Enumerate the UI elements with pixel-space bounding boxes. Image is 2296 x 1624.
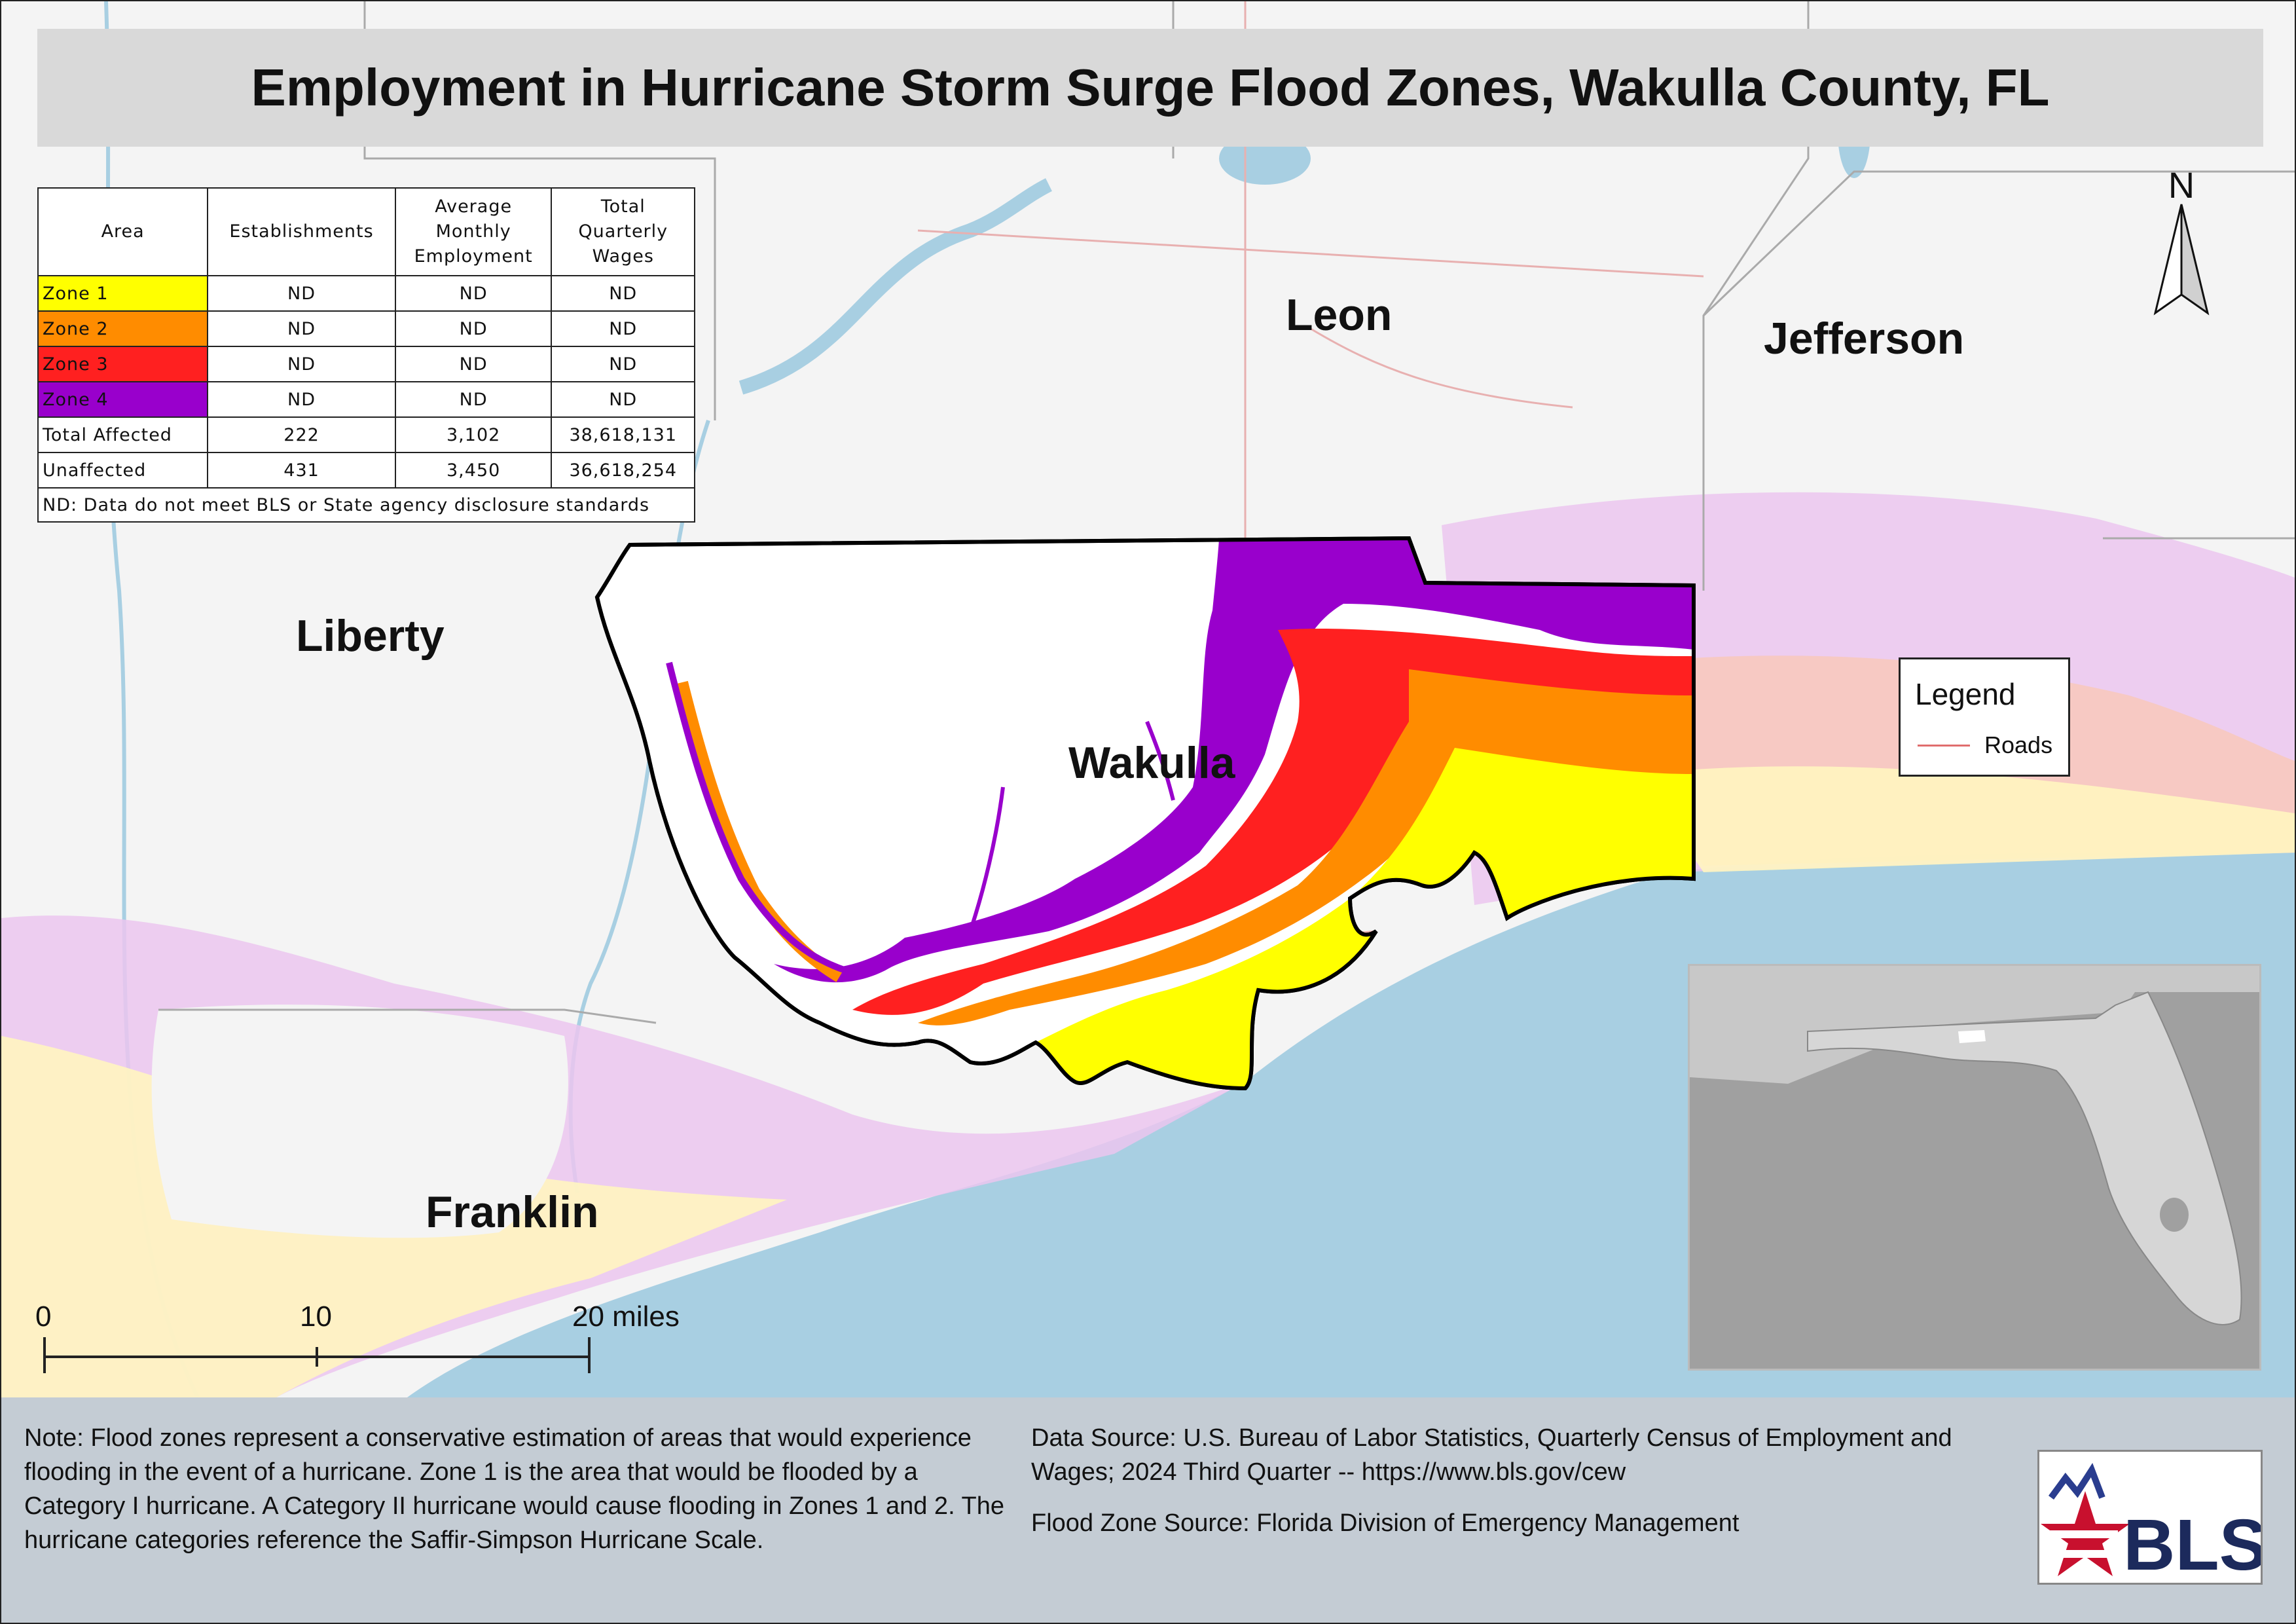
cell-wages-total-affected: 38,618,131 bbox=[551, 416, 695, 453]
cell-wages-zone2: ND bbox=[551, 310, 695, 347]
wakulla-rivers bbox=[968, 720, 1175, 932]
cell-wages-zone1: ND bbox=[551, 275, 695, 312]
header-wages-line1: Total bbox=[600, 196, 646, 217]
header-wages: Total Quarterly Wages bbox=[551, 187, 695, 276]
bls-logo: BLS bbox=[2037, 1450, 2267, 1585]
cell-establishments-total-affected: 222 bbox=[207, 416, 396, 453]
cell-employment-zone3: ND bbox=[394, 346, 553, 382]
cell-wages-zone3: ND bbox=[551, 346, 695, 382]
table-row-unaffected: Unaffected 431 3,450 36,618,254 bbox=[37, 452, 695, 489]
inset-map-canvas bbox=[1690, 966, 2259, 1369]
employment-table: Area Establishments Average Monthly Empl… bbox=[37, 187, 695, 523]
franklin-inland-white bbox=[151, 1005, 568, 1238]
flood-zone-source: Flood Zone Source: Florida Division of E… bbox=[1031, 1509, 1740, 1537]
legend-title: Legend bbox=[1915, 677, 2016, 711]
cell-establishments-zone2: ND bbox=[207, 310, 396, 347]
north-label: N bbox=[2168, 164, 2195, 206]
wakulla-west-coast-zone4 bbox=[666, 661, 847, 974]
cell-employment-zone4: ND bbox=[394, 381, 553, 418]
cell-employment-unaffected: 3,450 bbox=[394, 452, 553, 489]
cell-wages-unaffected: 36,618,254 bbox=[551, 452, 695, 489]
north-arrow-icon: N bbox=[2153, 164, 2210, 316]
legend-roads-swatch bbox=[1918, 745, 1970, 747]
cell-employment-total-affected: 3,102 bbox=[394, 416, 553, 453]
cell-area-zone2: Zone 2 bbox=[37, 310, 209, 347]
county-label-liberty: Liberty bbox=[296, 611, 445, 661]
table-note: ND: Data do not meet BLS or State agency… bbox=[37, 487, 695, 523]
cell-wages-zone4: ND bbox=[551, 381, 695, 418]
inset-neighbor-states bbox=[1690, 966, 2259, 1084]
table-row-zone4: Zone 4 ND ND ND bbox=[37, 381, 695, 418]
table-row-zone2: Zone 2 ND ND ND bbox=[37, 310, 695, 347]
cell-area-zone3: Zone 3 bbox=[37, 346, 209, 382]
map-title-bar: Employment in Hurricane Storm Surge Floo… bbox=[37, 29, 2263, 147]
cell-area-zone1: Zone 1 bbox=[37, 275, 209, 312]
header-employment-line1: Average bbox=[435, 196, 513, 217]
county-label-leon: Leon bbox=[1286, 290, 1393, 340]
county-label-wakulla: Wakulla bbox=[1068, 738, 1235, 788]
table-row-total-affected: Total Affected 222 3,102 38,618,131 bbox=[37, 416, 695, 453]
wakulla-zone1 bbox=[1036, 748, 1694, 1088]
table-note-row: ND: Data do not meet BLS or State agency… bbox=[37, 487, 695, 523]
map-legend: Legend Roads bbox=[1899, 657, 2070, 777]
inset-wakulla-highlight bbox=[1958, 1030, 1986, 1043]
lake-talquin bbox=[738, 178, 1053, 395]
data-source: Data Source: U.S. Bureau of Labor Statis… bbox=[1031, 1424, 1952, 1486]
inset-florida bbox=[1807, 991, 2242, 1325]
north-arrow: N bbox=[2142, 164, 2221, 321]
table-row-zone1: Zone 1 ND ND ND bbox=[37, 275, 695, 312]
scale-label-10: 10 bbox=[300, 1301, 332, 1333]
wakulla-zone4 bbox=[774, 540, 1694, 983]
header-wages-line3: Wages bbox=[592, 246, 654, 267]
county-label-franklin: Franklin bbox=[426, 1187, 599, 1237]
scale-label-20: 20 miles bbox=[572, 1301, 680, 1333]
map-title: Employment in Hurricane Storm Surge Floo… bbox=[251, 58, 2050, 117]
cell-establishments-unaffected: 431 bbox=[207, 452, 396, 489]
header-employment-line2: Monthly bbox=[435, 221, 511, 242]
county-label-jefferson: Jefferson bbox=[1764, 314, 1965, 363]
cell-employment-zone2: ND bbox=[394, 310, 553, 347]
bls-logo-icon: BLS bbox=[2041, 1463, 2267, 1585]
header-employment-line3: Employment bbox=[414, 246, 533, 267]
footer-panel: Note: Flood zones represent a conservati… bbox=[1, 1397, 2295, 1623]
regional-surge-zone1 bbox=[1638, 766, 2295, 872]
scale-label-0: 0 bbox=[35, 1301, 52, 1333]
header-wages-line2: Quarterly bbox=[578, 221, 668, 242]
wakulla-zone3 bbox=[852, 628, 1694, 1015]
inset-lake-okeechobee bbox=[2160, 1198, 2189, 1232]
wakulla-outline bbox=[594, 536, 1696, 1091]
cell-area-unaffected: Unaffected bbox=[37, 452, 209, 489]
cell-area-total-affected: Total Affected bbox=[37, 416, 209, 453]
legend-roads-label: Roads bbox=[1984, 731, 2053, 758]
cell-area-zone4: Zone 4 bbox=[37, 381, 209, 418]
table-row-zone3: Zone 3 ND ND ND bbox=[37, 346, 695, 382]
cell-establishments-zone4: ND bbox=[207, 381, 396, 418]
scale-bar bbox=[43, 1337, 591, 1373]
cell-establishments-zone1: ND bbox=[207, 275, 396, 312]
table-header-row: Area Establishments Average Monthly Empl… bbox=[37, 187, 695, 276]
bls-logo-text: BLS bbox=[2123, 1505, 2261, 1583]
florida-inset-map bbox=[1688, 964, 2261, 1371]
flood-zone-note: Note: Flood zones represent a conservati… bbox=[24, 1424, 1004, 1554]
header-area: Area bbox=[37, 187, 209, 276]
header-employment: Average Monthly Employment bbox=[394, 187, 553, 276]
header-establishments: Establishments bbox=[207, 187, 396, 276]
cell-employment-zone1: ND bbox=[394, 275, 553, 312]
cell-establishments-zone3: ND bbox=[207, 346, 396, 382]
